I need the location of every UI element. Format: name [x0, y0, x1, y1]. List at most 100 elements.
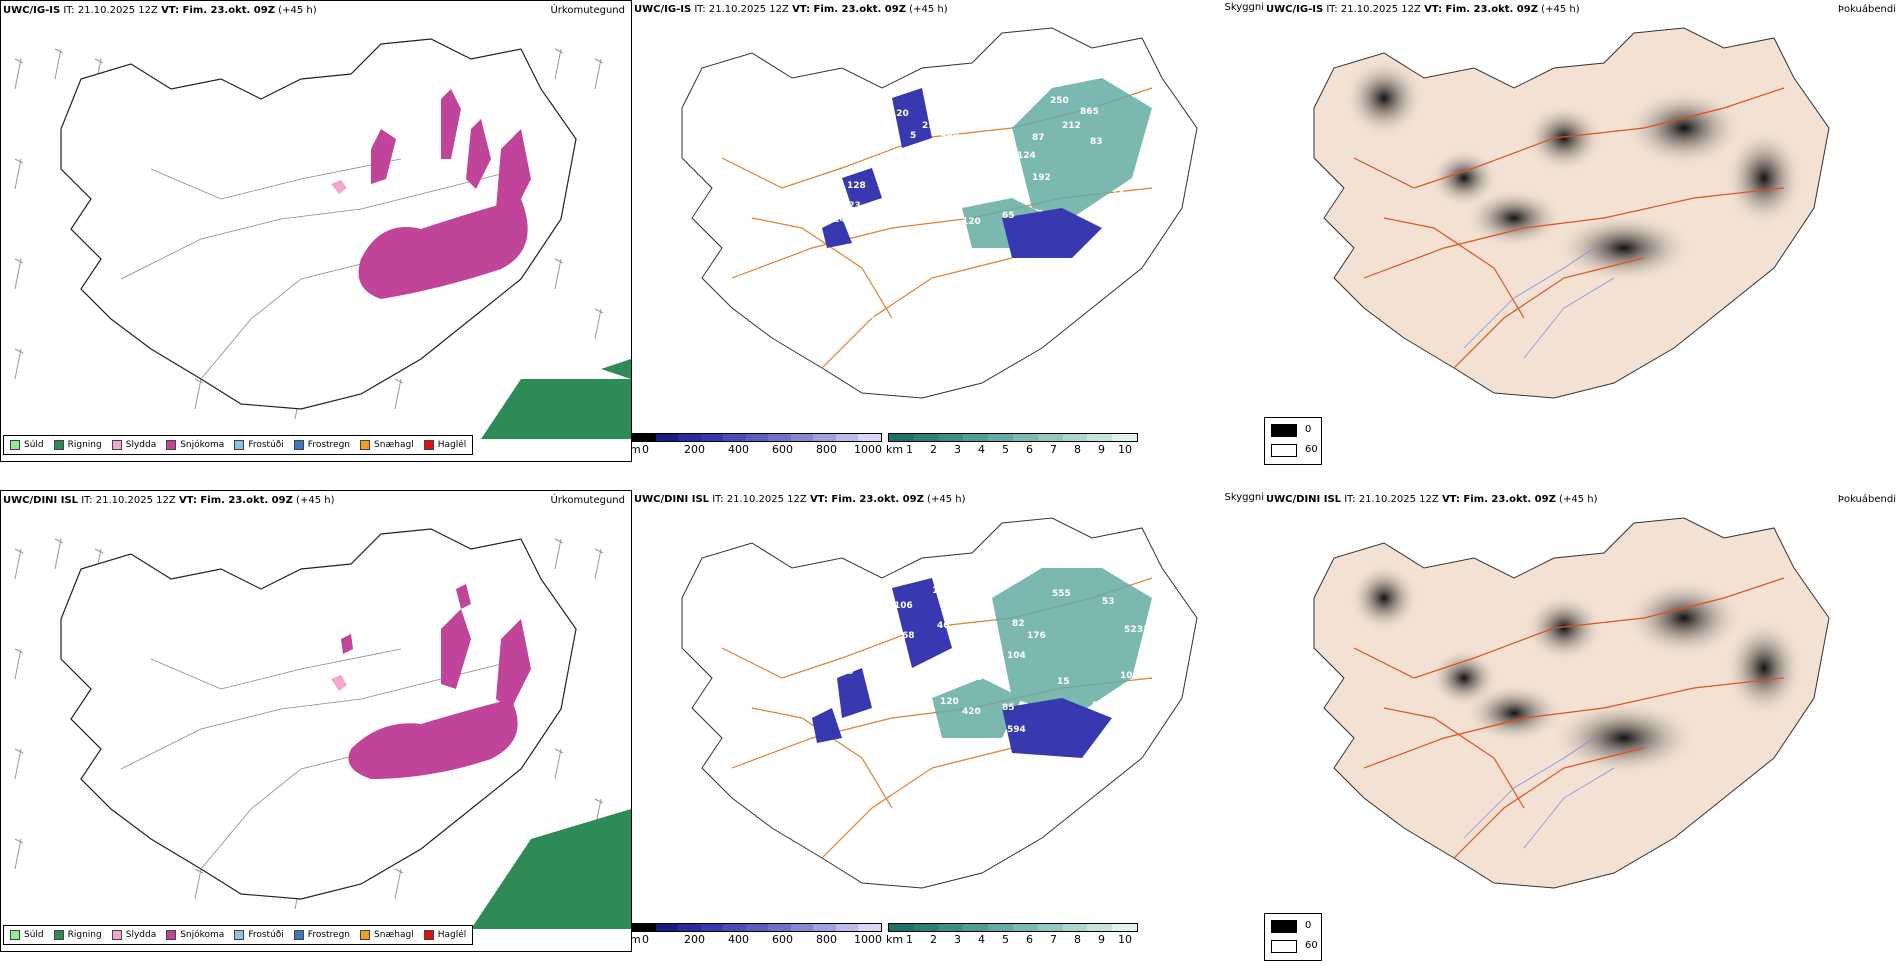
forecast-row-top: UWC/IG-IS IT: 21.10.2025 12Z VT: Fim. 23… [0, 0, 1900, 475]
svg-text:24: 24 [982, 291, 995, 301]
rain-area [481, 359, 631, 439]
lead-time: (+45 h) [1559, 494, 1598, 505]
lead-time: (+45 h) [296, 495, 335, 506]
legend-item-freezing-drizzle: Frostúði [234, 440, 284, 450]
swatch [234, 440, 245, 450]
init-time: IT: 21.10.2025 12Z [1326, 4, 1421, 15]
visibility-areas [932, 568, 1152, 738]
svg-text:124: 124 [867, 681, 886, 691]
fog-shading [1349, 563, 1804, 776]
roads [1353, 87, 1785, 369]
cloud-visibility-panel-bottom: UWC/DINI ISL IT: 21.10.2025 12Z VT: Fim.… [630, 490, 1264, 955]
swatch [10, 440, 20, 450]
svg-text:15: 15 [1057, 677, 1070, 687]
cloud-base-areas [812, 578, 1112, 758]
fog-legend-top: 0 60 [1264, 417, 1322, 465]
svg-text:83: 83 [1090, 137, 1103, 147]
lead-time: (+45 h) [278, 5, 317, 16]
svg-text:89: 89 [1092, 701, 1105, 711]
legend-item-snow-pellets: Snæhagl [360, 440, 414, 450]
svg-text:176: 176 [1027, 631, 1046, 641]
svg-text:53: 53 [1102, 597, 1115, 607]
svg-text:106: 106 [894, 601, 913, 611]
panel-title-precip: Úrkomutegund [550, 495, 625, 506]
cloud-map: 120 21 136 63 119 250 865 212 87 83 38 1… [681, 27, 1198, 399]
forecast-row-bottom: UWC/DINI ISL IT: 21.10.2025 12Z VT: Fim.… [0, 490, 1900, 965]
svg-text:555: 555 [1052, 589, 1071, 599]
init-time: IT: 21.10.2025 12Z [1344, 494, 1439, 505]
init-time: IT: 21.10.2025 12Z [63, 5, 158, 16]
cloud-base-areas [822, 88, 1102, 258]
colorbar-unit: km [886, 933, 904, 946]
swatch [423, 930, 434, 940]
cloud-map: 106 19 68 46 161 82 176 555 52 317 53 10… [681, 517, 1198, 889]
swatch [111, 440, 122, 450]
roads [1353, 577, 1785, 859]
model-name: UWC/IG-IS [1266, 4, 1324, 15]
svg-text:124: 124 [827, 215, 846, 225]
svg-text:23: 23 [862, 311, 875, 321]
fog-shading [1344, 58, 1804, 283]
swatch [360, 930, 371, 940]
valid-time: VT: Fim. 23.okt. 09Z [1424, 4, 1538, 15]
panel-header: UWC/IG-IS IT: 21.10.2025 12Z VT: Fim. 23… [3, 5, 317, 16]
svg-text:8: 8 [847, 667, 853, 677]
cloud-base-colorbar: m 0 200 400 600 800 1000 [630, 923, 882, 949]
legend-item-rain: Rigning [53, 440, 102, 450]
panel-header: UWC/DINI ISL IT: 21.10.2025 12Z VT: Fim.… [1266, 494, 1597, 505]
svg-text:97: 97 [977, 673, 990, 683]
precip-legend: Súld Rigning Slydda Snjókoma Frostúði Fr… [3, 925, 474, 945]
svg-text:87: 87 [1032, 133, 1045, 143]
legend-item-freezing-rain: Frostregn [293, 440, 350, 450]
svg-text:21: 21 [922, 121, 935, 131]
colorbar-strip [888, 433, 1138, 442]
svg-text:212: 212 [1062, 121, 1081, 131]
svg-text:124: 124 [1017, 151, 1036, 161]
svg-text:119: 119 [937, 151, 956, 161]
fog-map [1313, 27, 1830, 399]
svg-text:85: 85 [1002, 703, 1015, 713]
visibility-colorbar: km 1 2 3 4 5 6 7 8 9 10 [886, 923, 1138, 949]
cloud-base-labels: 120 21 136 63 119 250 865 212 87 83 38 1… [827, 96, 1171, 321]
swatch [53, 930, 64, 940]
legend-box-light [1271, 940, 1297, 953]
svg-text:83: 83 [987, 171, 1000, 181]
lead-time: (+45 h) [927, 494, 966, 505]
model-name: UWC/DINI ISL [1266, 494, 1342, 505]
precip-map [14, 528, 631, 929]
svg-text:5: 5 [910, 131, 916, 141]
precip-legend: Súld Rigning Slydda Snjókoma Frostúði Fr… [3, 435, 474, 455]
colorbar-unit: m [630, 443, 641, 456]
svg-text:161: 161 [950, 631, 969, 641]
svg-text:62: 62 [957, 661, 970, 671]
legend-item-drizzle: Súld [10, 930, 44, 940]
fog-legend-bottom: 0 60 [1264, 913, 1322, 961]
svg-text:128: 128 [847, 181, 866, 191]
swatch [293, 930, 304, 940]
svg-text:46: 46 [937, 621, 950, 631]
model-name: UWC/DINI ISL [3, 495, 79, 506]
sleet-area [331, 180, 347, 194]
svg-text:250: 250 [1050, 96, 1069, 106]
iceland-outline [60, 528, 577, 900]
svg-text:89: 89 [942, 205, 955, 215]
swatch [293, 440, 304, 450]
swatch [360, 440, 371, 450]
legend-item-freezing-drizzle: Frostúði [234, 930, 284, 940]
wind-barbs [14, 48, 604, 420]
legend-box-dark [1271, 424, 1297, 437]
panel-header: UWC/DINI ISL IT: 21.10.2025 12Z VT: Fim.… [3, 495, 334, 506]
legend-item-hail: Haglél [423, 930, 466, 940]
valid-time: VT: Fim. 23.okt. 09Z [161, 5, 275, 16]
svg-text:123: 123 [842, 201, 861, 211]
svg-text:52: 52 [1124, 625, 1137, 635]
cloud-base-colorbar: m 0 200 400 600 800 1000 [630, 433, 882, 459]
precip-type-panel-bottom: UWC/DINI ISL IT: 21.10.2025 12Z VT: Fim.… [0, 490, 632, 952]
legend-item-snow-pellets: Snæhagl [360, 930, 414, 940]
colorbar-strip [888, 923, 1138, 932]
init-time: IT: 21.10.2025 12Z [81, 495, 176, 506]
colorbar-unit: m [630, 933, 641, 946]
svg-text:136: 136 [940, 129, 959, 139]
rain-area [471, 809, 631, 929]
precip-type-panel-top: UWC/IG-IS IT: 21.10.2025 12Z VT: Fim. 23… [0, 0, 632, 462]
